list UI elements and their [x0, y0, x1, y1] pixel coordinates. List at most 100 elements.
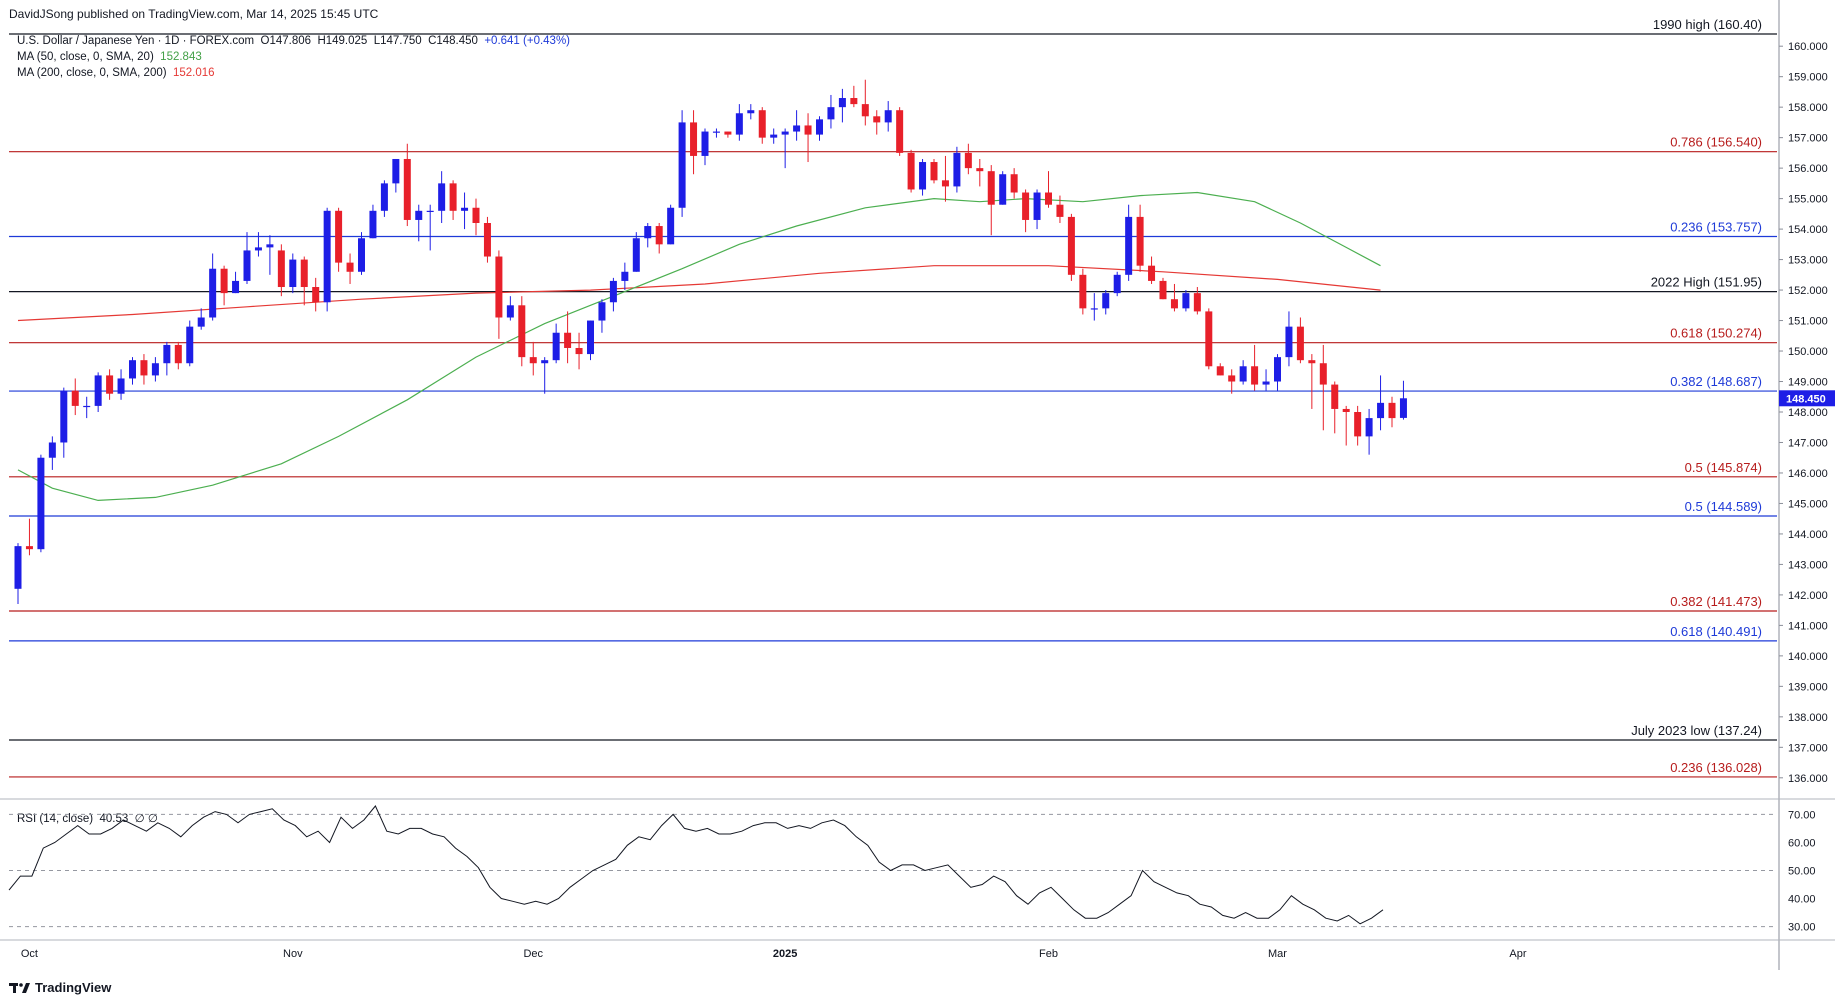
candle-body	[667, 207, 675, 245]
price-tick-label: 152.000	[1788, 285, 1828, 297]
low-value: L147.750	[373, 35, 422, 47]
candle-body	[1228, 375, 1236, 382]
candle-body	[300, 259, 308, 288]
candle-body	[1193, 293, 1201, 312]
candle-body	[243, 250, 251, 281]
candle-body	[1377, 402, 1385, 419]
candle-body	[896, 110, 904, 153]
level-label: 0.786 (156.540)	[1670, 135, 1762, 150]
rsi-tick-label: 70.00	[1788, 809, 1816, 821]
candle-body	[369, 210, 377, 239]
candle-body	[426, 210, 434, 213]
candle-body	[266, 244, 274, 248]
time-tick-label: Dec	[523, 948, 543, 960]
price-tick-label: 141.000	[1788, 620, 1828, 632]
candle-body	[483, 223, 491, 257]
level-label: July 2023 low (137.24)	[1631, 723, 1762, 738]
candle-body	[1102, 293, 1110, 309]
rsi-label: RSI (14, close)	[17, 813, 94, 825]
candle-body	[94, 375, 102, 406]
candle-body	[506, 305, 514, 318]
candle-body	[1331, 384, 1339, 409]
ma200-line	[17, 265, 1381, 322]
price-tick-label: 149.000	[1788, 377, 1828, 389]
candle-body	[816, 119, 823, 135]
candle-body	[838, 98, 846, 108]
price-tick-label: 156.000	[1788, 163, 1828, 175]
candle-body	[1308, 360, 1316, 364]
price-tick-label: 144.000	[1788, 529, 1828, 541]
candle-body	[541, 360, 549, 364]
candle-body	[758, 110, 766, 138]
candle-body	[71, 390, 79, 406]
candle-body	[655, 226, 663, 245]
ma50-line	[17, 191, 1381, 502]
ma50-row[interactable]: MA (50, close, 0, SMA, 20) 152.843	[17, 49, 570, 65]
level-label: 0.236 (153.757)	[1670, 220, 1762, 235]
candle-body	[220, 268, 228, 294]
rsi-tick-label: 40.00	[1788, 894, 1816, 906]
candle-body	[449, 183, 457, 211]
price-tick-label: 147.000	[1788, 437, 1828, 449]
candle-body	[1136, 216, 1144, 266]
tradingview-logo-icon	[9, 982, 30, 993]
price-tick-label: 140.000	[1788, 651, 1828, 663]
candle-body	[1148, 265, 1156, 281]
candle-body	[552, 332, 560, 361]
candle-body	[25, 546, 33, 550]
tradingview-brand: TradingView	[35, 980, 112, 995]
candle-body	[1262, 381, 1270, 385]
price-tick-label: 158.000	[1788, 102, 1828, 114]
price-tick-label: 148.000	[1788, 407, 1828, 419]
candle-body	[1067, 216, 1075, 275]
candle-body	[587, 320, 594, 355]
price-tick-label: 153.000	[1788, 255, 1828, 267]
time-tick-label: Nov	[283, 948, 303, 960]
candle-body	[1170, 299, 1178, 309]
candle-body	[690, 122, 698, 156]
published-header: DavidJSong published on TradingView.com,…	[9, 7, 379, 21]
candle-body	[209, 268, 217, 318]
candle-body	[1342, 408, 1350, 412]
time-tick-label: Oct	[21, 948, 38, 960]
price-tick-label: 137.000	[1788, 742, 1828, 754]
candle-body	[60, 390, 68, 443]
candle-body	[575, 347, 583, 355]
price-tick-label: 155.000	[1788, 194, 1828, 206]
candle-body	[129, 360, 136, 379]
open-value: O147.806	[260, 35, 312, 47]
level-label: 1990 high (160.40)	[1653, 17, 1762, 32]
candle-body	[380, 183, 388, 211]
candle-body	[277, 250, 285, 288]
close-value: C148.450	[428, 35, 478, 47]
ma200-label: MA (200, close, 0, SMA, 200)	[17, 67, 167, 79]
ma200-row[interactable]: MA (200, close, 0, SMA, 200) 152.016	[17, 65, 570, 81]
level-label: 0.236 (136.028)	[1670, 760, 1762, 775]
rsi-tick-label: 50.00	[1788, 866, 1816, 878]
candle-body	[564, 332, 572, 348]
price-tick-label: 160.000	[1788, 41, 1828, 53]
last-price-label: 148.450	[1786, 393, 1826, 405]
candle-body	[358, 238, 365, 272]
price-tick-label: 151.000	[1788, 316, 1828, 328]
time-tick-label: Feb	[1039, 948, 1058, 960]
symbol-title[interactable]: U.S. Dollar / Japanese Yen · 1D · FOREX.…	[17, 35, 255, 47]
candle-body	[976, 168, 984, 172]
rsi-extra: ∅ ∅	[134, 813, 158, 825]
candle-body	[987, 171, 995, 205]
candle-body	[289, 259, 297, 288]
level-label: 2022 High (151.95)	[1651, 275, 1762, 290]
candle-body	[621, 271, 629, 281]
ma50-value: 152.843	[160, 51, 202, 63]
candle-body	[48, 442, 56, 458]
candle-body	[186, 326, 194, 364]
candle-body	[232, 280, 240, 294]
candle-body	[197, 317, 205, 327]
candle-body	[964, 152, 972, 169]
candle-body	[735, 113, 743, 135]
tradingview-footer[interactable]: TradingView	[9, 980, 111, 995]
candle-body	[827, 107, 835, 120]
price-tick-label: 143.000	[1788, 559, 1828, 571]
candle-body	[850, 98, 858, 105]
